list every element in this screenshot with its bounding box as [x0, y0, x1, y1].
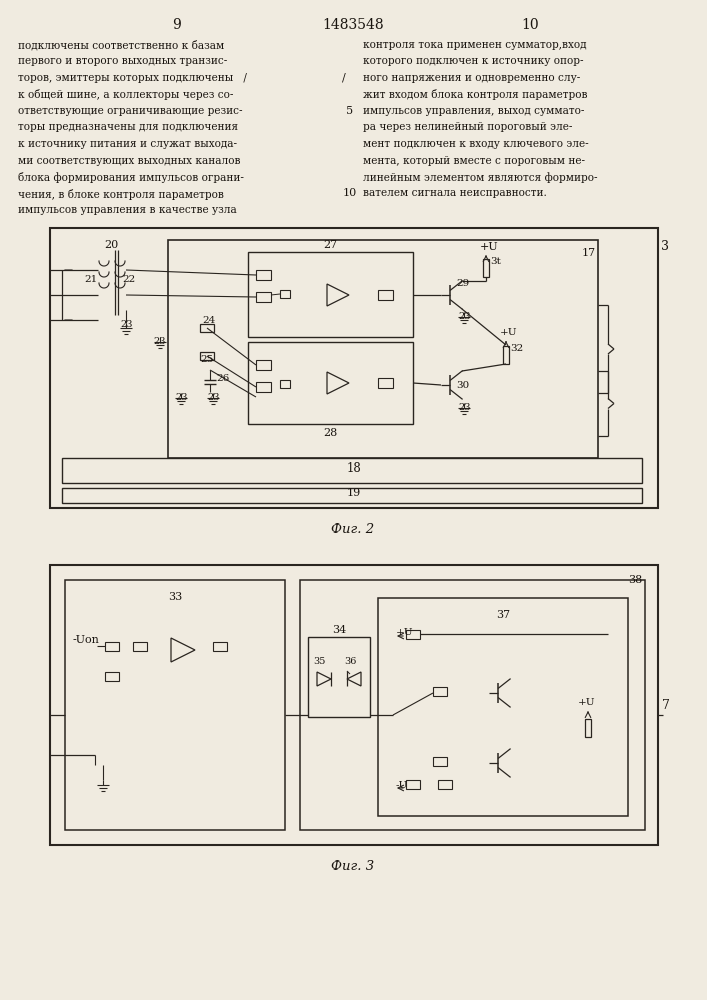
Bar: [256, 382, 271, 392]
Bar: [105, 672, 119, 681]
Text: которого подключен к источнику опор-: которого подключен к источнику опор-: [363, 56, 583, 66]
Text: к источнику питания и служат выхода-: к источнику питания и служат выхода-: [18, 139, 237, 149]
Text: 23: 23: [153, 337, 165, 346]
Bar: [248, 342, 413, 424]
Text: 33: 33: [168, 592, 182, 602]
Text: первого и второго выходных транзис-: первого и второго выходных транзис-: [18, 56, 227, 66]
Text: -U: -U: [396, 781, 408, 790]
Text: 21: 21: [84, 275, 98, 284]
Text: импульсов управления в качестве узла: импульсов управления в качестве узла: [18, 205, 237, 215]
Text: 19: 19: [347, 488, 361, 498]
Text: +U: +U: [578, 698, 595, 707]
Text: 35: 35: [313, 657, 325, 666]
Bar: [483, 259, 489, 277]
Text: 38: 38: [628, 575, 642, 585]
Bar: [50, 565, 658, 845]
Bar: [503, 346, 509, 364]
Text: 23: 23: [458, 312, 470, 321]
Bar: [438, 780, 452, 789]
Bar: [585, 719, 591, 737]
Bar: [378, 378, 393, 388]
Bar: [256, 270, 271, 280]
Text: 29: 29: [456, 279, 469, 288]
Bar: [378, 290, 393, 300]
Text: 10: 10: [343, 188, 357, 198]
Bar: [133, 642, 147, 651]
Bar: [300, 580, 645, 830]
Text: мент подключен к входу ключевого эле-: мент подключен к входу ключевого эле-: [363, 139, 589, 149]
Bar: [168, 240, 598, 458]
Bar: [406, 630, 420, 639]
Text: 34: 34: [332, 625, 346, 635]
Text: чения, в блоке контроля параметров: чения, в блоке контроля параметров: [18, 188, 224, 200]
Text: 17: 17: [582, 248, 596, 258]
Text: вателем сигнала неисправности.: вателем сигнала неисправности.: [363, 188, 547, 198]
Bar: [62, 458, 642, 483]
Text: линейным элементом являются формиро-: линейным элементом являются формиро-: [363, 172, 597, 183]
Text: 28: 28: [323, 428, 338, 438]
Text: жит входом блока контроля параметров: жит входом блока контроля параметров: [363, 90, 588, 101]
Text: ного напряжения и одновременно слу-: ного напряжения и одновременно слу-: [363, 73, 580, 83]
Bar: [200, 324, 214, 332]
Text: 23: 23: [120, 320, 132, 329]
Text: мента, который вместе с пороговым не-: мента, который вместе с пороговым не-: [363, 155, 585, 165]
Bar: [248, 252, 413, 337]
Bar: [256, 292, 271, 302]
Bar: [50, 228, 658, 508]
Bar: [105, 642, 119, 651]
Text: 27: 27: [323, 240, 337, 250]
Text: Фиг. 2: Фиг. 2: [332, 523, 375, 536]
Text: +U: +U: [500, 328, 518, 337]
Text: 30: 30: [456, 381, 469, 390]
Bar: [200, 352, 214, 360]
Text: 23: 23: [458, 403, 470, 412]
Text: ответствующие ограничивающие резис-: ответствующие ограничивающие резис-: [18, 106, 243, 116]
Bar: [308, 637, 370, 717]
Bar: [62, 488, 642, 503]
Text: 20: 20: [104, 240, 118, 250]
Text: 25: 25: [200, 355, 214, 364]
Text: 10: 10: [521, 18, 539, 32]
Bar: [433, 687, 447, 696]
Text: 26: 26: [216, 374, 229, 383]
Text: 7: 7: [662, 699, 670, 712]
Text: к общей шине, а коллекторы через со-: к общей шине, а коллекторы через со-: [18, 90, 233, 101]
Text: 32: 32: [510, 344, 523, 353]
Text: контроля тока применен сумматор,вход: контроля тока применен сумматор,вход: [363, 40, 587, 50]
Bar: [280, 290, 290, 298]
Text: ми соответствующих выходных каналов: ми соответствующих выходных каналов: [18, 155, 240, 165]
Text: 23: 23: [207, 393, 219, 402]
Text: +U: +U: [480, 242, 498, 252]
Text: 24: 24: [202, 316, 215, 325]
Bar: [280, 380, 290, 388]
Bar: [433, 757, 447, 766]
Text: торы предназначены для подключения: торы предназначены для подключения: [18, 122, 238, 132]
Text: 3t: 3t: [490, 257, 501, 266]
Text: 5: 5: [346, 106, 354, 116]
Bar: [213, 642, 227, 651]
Text: подключены соответственно к базам: подключены соответственно к базам: [18, 40, 224, 51]
Bar: [378, 598, 628, 816]
Text: /: /: [342, 73, 346, 83]
Bar: [256, 360, 271, 370]
Text: 18: 18: [346, 462, 361, 475]
Bar: [65, 580, 285, 830]
Text: +U: +U: [396, 628, 414, 637]
Text: Фиг. 3: Фиг. 3: [332, 860, 375, 873]
Text: 36: 36: [344, 657, 356, 666]
Text: импульсов управления, выход суммато-: импульсов управления, выход суммато-: [363, 106, 585, 116]
Text: 1483548: 1483548: [322, 18, 384, 32]
Bar: [406, 780, 420, 789]
Text: торов, эмиттеры которых подключены   /: торов, эмиттеры которых подключены /: [18, 73, 247, 83]
Text: 3: 3: [661, 240, 669, 253]
Text: 37: 37: [496, 610, 510, 620]
Text: 23: 23: [175, 393, 187, 402]
Text: -Uon: -Uon: [73, 635, 100, 645]
Text: ра через нелинейный пороговый эле-: ра через нелинейный пороговый эле-: [363, 122, 573, 132]
Text: 9: 9: [173, 18, 182, 32]
Text: 22: 22: [122, 275, 135, 284]
Text: блока формирования импульсов ограни-: блока формирования импульсов ограни-: [18, 172, 244, 183]
